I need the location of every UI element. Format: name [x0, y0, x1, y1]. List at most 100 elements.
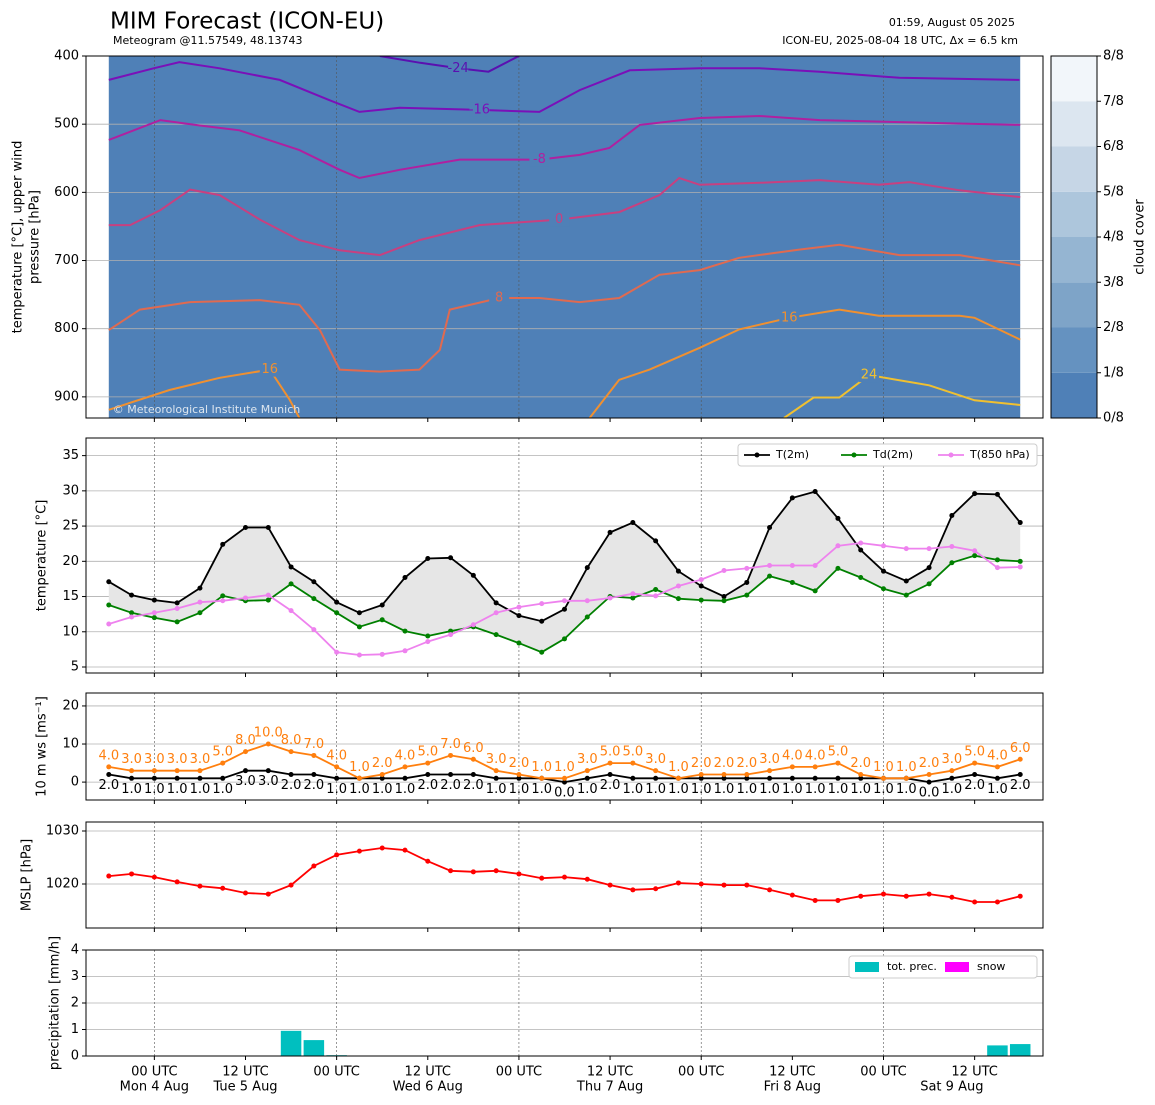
legend-label: tot. prec.	[887, 960, 937, 973]
point	[265, 741, 271, 747]
value-label: 1.0	[668, 760, 689, 775]
point	[858, 893, 864, 899]
point	[653, 586, 659, 592]
y-tick-label: 20	[62, 698, 79, 713]
point	[379, 845, 385, 851]
point	[334, 852, 340, 858]
date-label: Thu 7 Aug	[576, 1080, 643, 1095]
point	[311, 627, 317, 633]
value-label: 3.0	[144, 752, 165, 767]
point	[265, 592, 271, 598]
point	[197, 585, 203, 591]
point	[174, 879, 180, 885]
colorbar-label: cloud cover	[1133, 199, 1148, 275]
bar	[1009, 1044, 1031, 1056]
point	[151, 615, 157, 621]
point	[767, 775, 773, 781]
point	[767, 563, 773, 569]
value-label: 1.0	[987, 782, 1008, 797]
point	[265, 891, 271, 897]
isotherm-label-bg	[859, 368, 880, 383]
point	[243, 749, 248, 755]
point	[789, 764, 795, 770]
copyright: © Meteorological Institute Munich	[113, 403, 300, 416]
point	[356, 775, 362, 781]
point	[767, 573, 773, 579]
y-tick-label: 1030	[46, 824, 79, 839]
y-tick-label: 800	[54, 321, 79, 336]
point	[539, 618, 545, 624]
point	[334, 649, 340, 655]
point	[174, 775, 180, 781]
y-tick-label: 900	[54, 389, 79, 404]
value-label: 1.0	[691, 782, 712, 797]
isotherm	[108, 368, 301, 418]
title: MIM Forecast (ICON-EU)	[110, 9, 384, 35]
point	[744, 775, 750, 781]
point	[516, 771, 522, 777]
value-label: 1.0	[167, 782, 188, 797]
point	[356, 610, 362, 616]
point	[288, 564, 294, 570]
point	[675, 596, 681, 602]
point	[129, 614, 135, 620]
isotherm-label: -8	[533, 152, 546, 167]
colorbar-tick-label: 6/8	[1103, 139, 1124, 154]
point	[129, 592, 135, 598]
point	[174, 606, 180, 612]
value-label: 3.0	[167, 752, 188, 767]
point	[311, 771, 317, 777]
value-label: 1.0	[850, 782, 871, 797]
point	[584, 614, 590, 620]
point	[698, 775, 704, 781]
axes-frame	[85, 949, 1044, 1057]
point	[903, 893, 909, 899]
point	[698, 881, 704, 887]
x-tick-label: 12 UTC	[587, 1065, 633, 1080]
isotherm-label: -16	[469, 102, 490, 117]
point	[653, 775, 659, 781]
value-label: 2.0	[372, 756, 393, 771]
point	[812, 775, 818, 781]
y-tick-label: 400	[54, 49, 79, 64]
point	[607, 771, 613, 777]
point	[174, 619, 180, 625]
y-axis-label: temperature [°C]	[35, 500, 50, 612]
colorbar-tick-label: 7/8	[1103, 94, 1124, 109]
value-label: 2.0	[463, 778, 484, 793]
point	[972, 899, 978, 905]
point	[129, 768, 135, 774]
point	[243, 890, 248, 896]
date-label: Fri 8 Aug	[764, 1080, 821, 1095]
value-label: 2.0	[281, 778, 302, 793]
point	[288, 749, 294, 755]
y-tick-label: 15	[62, 589, 79, 604]
isotherm-label: 16	[781, 310, 798, 325]
value-label: 4.0	[987, 748, 1008, 763]
point	[881, 586, 886, 592]
value-label: 0.0	[919, 786, 940, 801]
value-label: 2.0	[304, 778, 325, 793]
point	[470, 771, 476, 777]
value-label: 2.0	[417, 778, 438, 793]
value-label: 3.0	[235, 774, 256, 789]
colorbar-tick-label: 0/8	[1103, 411, 1124, 426]
plot-area	[86, 822, 1043, 928]
value-label: 1.0	[531, 782, 552, 797]
value-label: 1.0	[212, 782, 233, 797]
value-label: 1.0	[623, 782, 644, 797]
isotherm-label-bg	[529, 152, 550, 167]
point	[675, 775, 681, 781]
point	[288, 771, 294, 777]
point	[425, 771, 431, 777]
point	[311, 579, 317, 585]
value-label: 4.0	[805, 748, 826, 763]
y-tick-label: 0	[71, 1049, 79, 1064]
isotherm-label-bg	[448, 61, 469, 76]
value-label: 4.0	[326, 748, 347, 763]
point	[379, 771, 385, 777]
point	[197, 599, 203, 605]
point	[425, 555, 431, 561]
plot-area: -24 -16 -8 0 8 16 16 24	[86, 56, 1043, 418]
value-label: 1.0	[828, 782, 849, 797]
